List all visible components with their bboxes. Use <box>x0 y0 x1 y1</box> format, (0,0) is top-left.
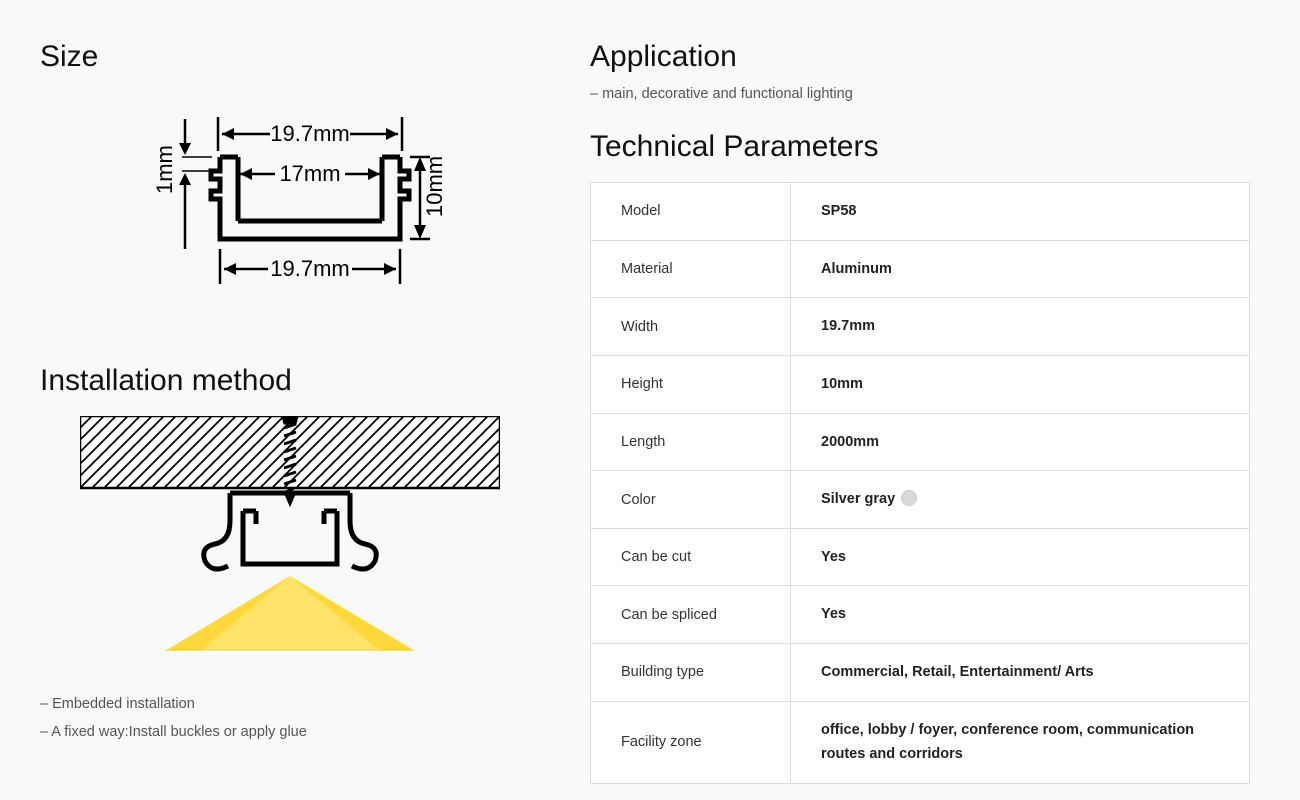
param-label: Can be cut <box>591 528 791 586</box>
install-notes: – Embedded installation – A fixed way:In… <box>40 691 500 746</box>
dim-height: 10mm <box>422 156 447 217</box>
table-row: Can be cutYes <box>591 528 1250 586</box>
param-value: Yes <box>791 528 1250 586</box>
param-label: Color <box>591 471 791 529</box>
dim-inner-width: 17mm <box>279 161 340 186</box>
table-row: Building typeCommercial, Retail, Enterta… <box>591 644 1250 702</box>
table-row: ColorSilver gray <box>591 471 1250 529</box>
param-value: Commercial, Retail, Entertainment/ Arts <box>791 644 1250 702</box>
application-heading: Application <box>590 40 1250 74</box>
dim-thickness: 1mm <box>152 145 177 194</box>
param-label: Height <box>591 355 791 413</box>
install-note-1: – Embedded installation <box>40 691 500 719</box>
install-diagram <box>80 416 500 666</box>
param-value: Aluminum <box>791 240 1250 298</box>
table-row: Length2000mm <box>591 413 1250 471</box>
application-note: – main, decorative and functional lighti… <box>590 86 1250 102</box>
tech-heading: Technical Parameters <box>590 130 1250 164</box>
color-swatch <box>901 490 917 506</box>
param-value: 2000mm <box>791 413 1250 471</box>
install-heading: Installation method <box>40 364 500 398</box>
param-label: Material <box>591 240 791 298</box>
param-label: Facility zone <box>591 701 791 783</box>
tech-params-table: ModelSP58MaterialAluminumWidth19.7mmHeig… <box>590 182 1250 784</box>
size-diagram: 19.7mm 17mm <box>150 99 500 324</box>
param-label: Model <box>591 183 791 241</box>
param-value: office, lobby / foyer, conference room, … <box>791 701 1250 783</box>
table-row: MaterialAluminum <box>591 240 1250 298</box>
dim-width-bottom: 19.7mm <box>270 256 349 281</box>
dim-width-top: 19.7mm <box>270 121 349 146</box>
param-value: Yes <box>791 586 1250 644</box>
param-label: Length <box>591 413 791 471</box>
param-value: Silver gray <box>791 471 1250 529</box>
param-value: 19.7mm <box>791 298 1250 356</box>
table-row: Width19.7mm <box>591 298 1250 356</box>
param-value: 10mm <box>791 355 1250 413</box>
install-note-2: – A fixed way:Install buckles or apply g… <box>40 719 500 747</box>
param-label: Can be spliced <box>591 586 791 644</box>
table-row: Height10mm <box>591 355 1250 413</box>
param-label: Building type <box>591 644 791 702</box>
param-value: SP58 <box>791 183 1250 241</box>
size-heading: Size <box>40 40 500 74</box>
table-row: ModelSP58 <box>591 183 1250 241</box>
table-row: Can be splicedYes <box>591 586 1250 644</box>
table-row: Facility zoneoffice, lobby / foyer, conf… <box>591 701 1250 783</box>
param-label: Width <box>591 298 791 356</box>
